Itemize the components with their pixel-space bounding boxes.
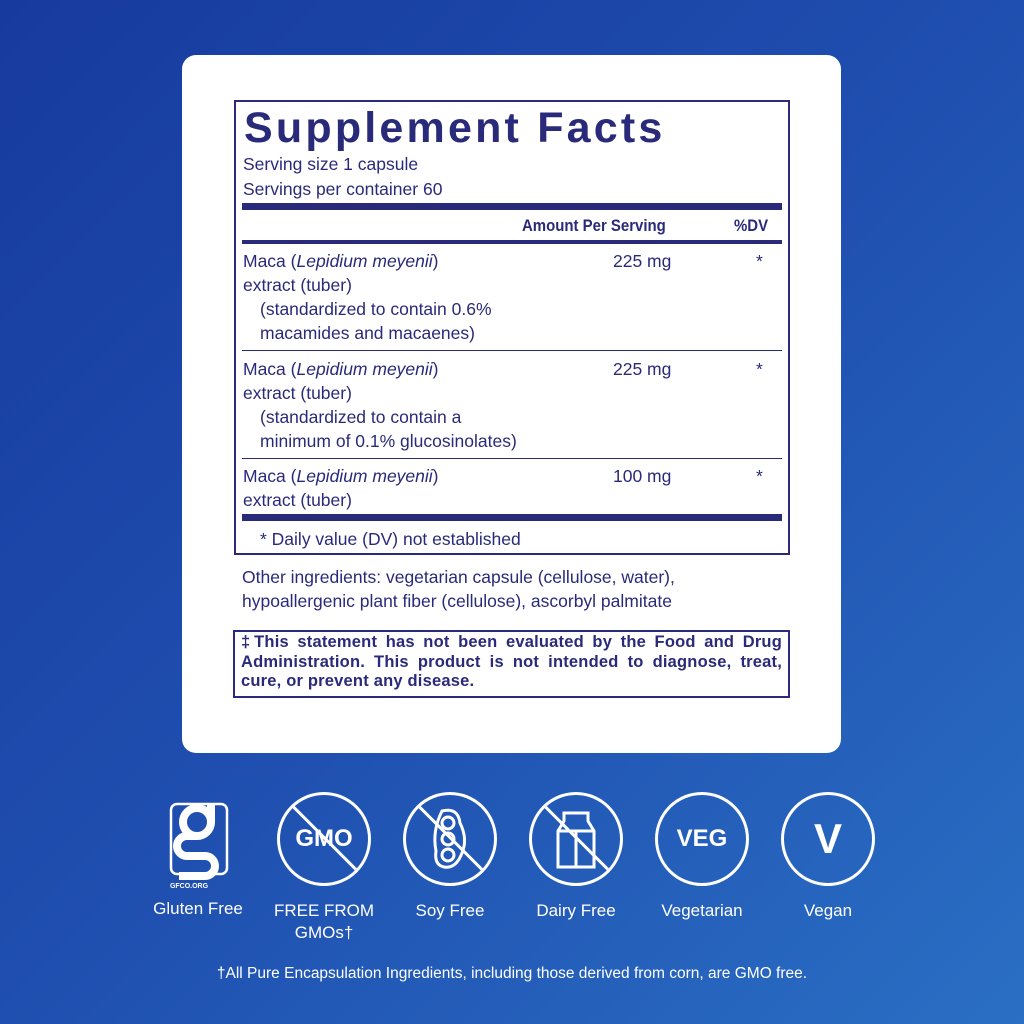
badge-gluten-free: GFCO.ORG Gluten Free	[135, 792, 261, 944]
amount: 100 mg	[613, 466, 672, 486]
badge-label: Vegan	[803, 901, 853, 920]
badge-soy-free: Soy Free	[387, 792, 513, 944]
supplement-facts-panel: Supplement Facts Serving size 1 capsule …	[234, 100, 790, 555]
amount: 225 mg	[613, 251, 672, 271]
no-soy-icon	[403, 792, 497, 886]
gluten-free-icon: GFCO.ORG	[169, 802, 229, 890]
table-row: Maca (Lepidium meyenii) extract (tuber) …	[243, 359, 763, 451]
badge-label: Soy Free	[415, 901, 485, 920]
no-dairy-icon	[529, 792, 623, 886]
dv: *	[756, 359, 763, 379]
dv-footnote: * Daily value (DV) not established	[260, 529, 521, 549]
dv: *	[756, 251, 763, 271]
divider	[242, 458, 782, 459]
vegan-icon: V	[781, 792, 875, 886]
serving-size: Serving size 1 capsule	[243, 154, 419, 174]
svg-text:GFCO.ORG: GFCO.ORG	[170, 883, 209, 890]
badge-label: Dairy Free	[536, 901, 616, 920]
label-card	[182, 55, 841, 753]
fda-statement: ‡This statement has not been evaluated b…	[233, 630, 790, 698]
gmo-footnote: †All Pure Encapsulation Ingredients, inc…	[216, 965, 808, 982]
amount-header: Amount Per Serving	[522, 216, 666, 235]
amount: 225 mg	[613, 359, 672, 379]
badge-label: Gluten Free	[153, 899, 243, 918]
divider	[242, 240, 782, 244]
dv-header: %DV	[734, 216, 769, 235]
other-ingredients: Other ingredients: vegetarian capsule (c…	[242, 567, 675, 611]
facts-title: Supplement Facts	[244, 104, 666, 152]
badge-gmo-free: GMO FREE FROM GMOs†	[261, 792, 387, 944]
badge-vegan: V Vegan	[765, 792, 891, 944]
divider	[242, 350, 782, 351]
badge-label: FREE FROM GMOs†	[273, 901, 375, 942]
divider	[242, 203, 782, 210]
badge-dairy-free: Dairy Free	[513, 792, 639, 944]
badge-label: Vegetarian	[661, 901, 743, 920]
table-row: Maca (Lepidium meyenii) extract (tuber) …	[243, 251, 763, 343]
veg-icon: VEG	[655, 792, 749, 886]
servings-per-container: Servings per container 60	[243, 179, 443, 199]
table-row: Maca (Lepidium meyenii) extract (tuber) …	[243, 466, 763, 510]
no-gmo-icon: GMO	[277, 792, 371, 886]
divider	[242, 514, 782, 521]
badge-row: GFCO.ORG Gluten Free GMO FREE FROM GMOs†…	[135, 792, 895, 944]
dv: *	[756, 466, 763, 486]
badge-vegetarian: VEG Vegetarian	[639, 792, 765, 944]
